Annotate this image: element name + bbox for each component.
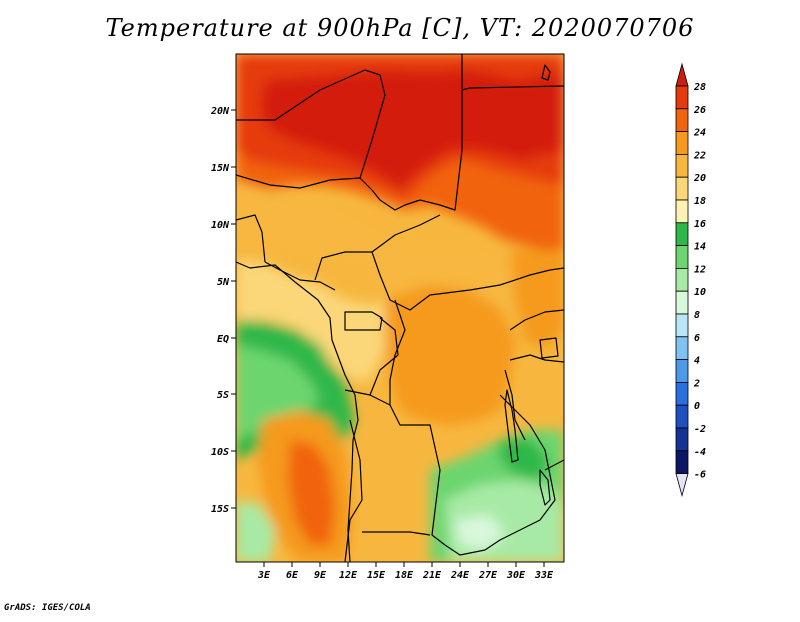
lon-tick-9e: 9E (314, 562, 327, 581)
colorbar-label: -2 (694, 424, 706, 435)
colorbar-label: 28 (693, 82, 706, 93)
lat-label: 15N (211, 163, 230, 174)
colorbar-swatch (675, 222, 689, 247)
lat-label: 5S (217, 390, 229, 401)
lon-tick-24e: 24E (450, 562, 470, 581)
lat-tick-5n: 5N (217, 277, 236, 288)
colorbar-bottom-arrow (675, 473, 689, 498)
lon-label: 24E (450, 570, 470, 581)
colorbar-label: 10 (694, 287, 706, 298)
colorbar-swatch (675, 108, 689, 133)
lat-tick-10s: 10S (211, 447, 236, 458)
colorbar-label: 0 (694, 401, 700, 412)
colorbar-label: -6 (694, 470, 706, 481)
colorbar-top-arrow (675, 62, 689, 87)
colorbar-label: -4 (694, 447, 706, 458)
lon-label: 27E (478, 570, 498, 581)
colorbar-label: 14 (694, 242, 706, 253)
colorbar-swatch (675, 336, 689, 360)
lat-tick-15n: 15N (211, 163, 236, 174)
lon-label: 33E (534, 570, 554, 581)
lon-tick-18e: 18E (395, 562, 414, 581)
colorbar-swatch (675, 176, 689, 201)
lat-label: 20N (210, 106, 230, 117)
lat-tick-5s: 5S (217, 390, 236, 401)
longitude-axis: 3E 6E 9E 12E 15E 18E (257, 562, 554, 581)
lon-tick-3e: 3E (257, 562, 271, 581)
country-borders (236, 54, 564, 562)
lon-label: 12E (339, 570, 358, 581)
colorbar-swatch (675, 359, 689, 383)
lat-label: 15S (211, 504, 229, 515)
colorbar-swatch (675, 313, 689, 338)
colorbar-label: 2 (693, 378, 700, 389)
lon-label: 21E (422, 570, 442, 581)
colorbar-swatch (675, 85, 689, 110)
lat-tick-eq: EQ (217, 334, 236, 345)
plot-title: Temperature at 900hPa [C], VT: 202007070… (105, 14, 695, 42)
colorbar-swatch (675, 381, 689, 406)
colorbar-swatch (675, 131, 689, 155)
lon-label: 9E (314, 570, 327, 581)
colorbar-label: 4 (694, 356, 700, 367)
lat-tick-15s: 15S (211, 504, 236, 515)
lon-label: 3E (257, 570, 271, 581)
colorbar-swatch (675, 199, 689, 224)
lat-label: 10N (211, 220, 230, 231)
colorbar-swatch (675, 245, 689, 269)
lat-label: 5N (217, 277, 230, 288)
colorbar-label: 18 (694, 196, 706, 207)
colorbar-swatch (675, 427, 689, 452)
lat-tick-20n: 20N (210, 106, 236, 117)
lon-tick-12e: 12E (339, 562, 358, 581)
lon-tick-30e: 30E (506, 562, 526, 581)
colorbar-label: 12 (694, 264, 706, 275)
lon-label: 6E (286, 570, 299, 581)
map-frame (235, 53, 565, 563)
colorbar-label: 6 (694, 333, 700, 344)
lon-label: 18E (395, 570, 414, 581)
colorbar-swatch (675, 267, 689, 292)
colorbar-label: 24 (693, 128, 706, 139)
lon-tick-6e: 6E (286, 562, 299, 581)
colorbar-label: 20 (693, 173, 706, 184)
colorbar-swatch (675, 404, 689, 429)
lat-tick-10n: 10N (211, 220, 236, 231)
colorbar-swatch (675, 290, 689, 315)
colorbar-swatch (675, 450, 689, 474)
lon-label: 30E (506, 570, 526, 581)
colorbar-label: 22 (693, 150, 706, 161)
temperature-field (236, 54, 564, 562)
lon-tick-33e: 33E (534, 562, 554, 581)
colorbar-swatch (675, 153, 689, 178)
colorbar-label: 8 (694, 310, 700, 321)
lat-label: EQ (217, 334, 229, 345)
lon-label: 15E (367, 570, 386, 581)
grads-credit: GrADS: IGES/COLA (4, 603, 91, 613)
colorbar-label: 16 (694, 219, 706, 230)
latitude-axis: 20N 15N 10N 5N EQ 5S (210, 106, 236, 515)
lat-label: 10S (211, 447, 229, 458)
lon-tick-15e: 15E (367, 562, 386, 581)
colorbar-label: 26 (693, 105, 706, 116)
lon-tick-27e: 27E (478, 562, 498, 581)
lon-tick-21e: 21E (422, 562, 442, 581)
